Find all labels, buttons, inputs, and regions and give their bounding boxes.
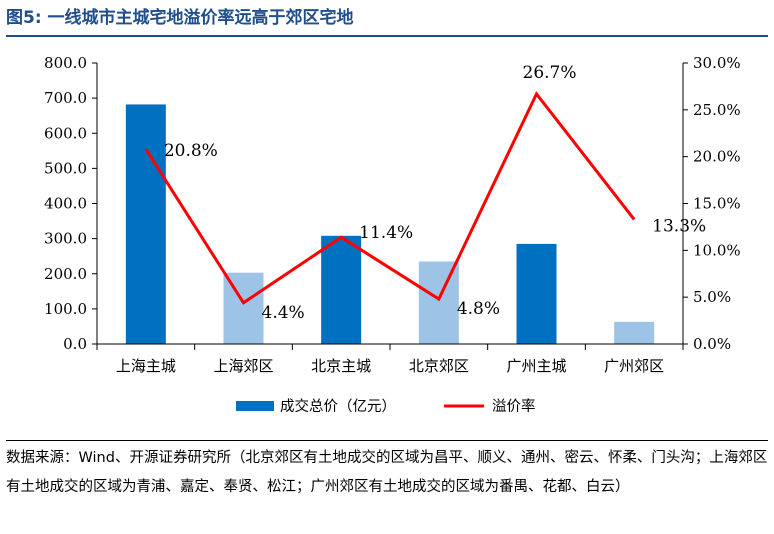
line-data-label: 11.4% — [359, 223, 413, 243]
left-tick-label: 100.0 — [44, 300, 87, 318]
left-tick-label: 600.0 — [44, 124, 87, 142]
chart-axes: 0.0 100.0 200.0 300.0 400.0 500.0 600.0 700.0 80… — [44, 54, 741, 375]
right-tick-label: 20.0% — [693, 148, 741, 166]
line-data-label: 4.8% — [457, 299, 500, 319]
left-tick-label: 500.0 — [44, 159, 87, 177]
right-tick-label: 0.0% — [693, 335, 731, 353]
line-series — [144, 91, 636, 305]
left-tick-label: 200.0 — [44, 265, 87, 283]
legend-line-label: 溢价率 — [492, 398, 536, 415]
source-rule — [6, 440, 768, 441]
right-tick-label: 5.0% — [693, 288, 731, 306]
line-data-label: 20.8% — [164, 141, 218, 161]
left-tick-label: 300.0 — [44, 230, 87, 248]
figure-title: 图5: 一线城市主城宅地溢价率远高于郊区宅地 — [6, 8, 354, 28]
bar-1 — [125, 104, 166, 344]
right-tick-label: 30.0% — [693, 54, 741, 72]
premium-rate-line — [144, 91, 636, 305]
source-note: 数据来源：Wind、开源证券研究所（北京郊区有土地成交的区域为昌平、顺义、通州、… — [6, 450, 768, 495]
right-tick-label: 10.0% — [693, 241, 741, 259]
left-tick-label: 0.0 — [63, 335, 87, 353]
right-tick-label: 25.0% — [693, 101, 741, 119]
combo-chart: 0.0 100.0 200.0 300.0 400.0 500.0 600.0 700.0 80… — [44, 54, 741, 415]
bar-6 — [614, 321, 655, 344]
bar-3 — [321, 235, 362, 344]
category-label: 北京主城 — [311, 357, 371, 375]
category-label: 北京郊区 — [409, 357, 469, 375]
legend-bar-swatch — [236, 401, 274, 411]
line-data-label: 4.4% — [262, 303, 305, 323]
category-label: 上海郊区 — [213, 357, 273, 375]
left-tick-label: 700.0 — [44, 89, 87, 107]
bar-5 — [516, 243, 557, 344]
right-tick-label: 15.0% — [693, 195, 741, 213]
category-label: 上海主城 — [116, 357, 176, 375]
title-rule — [6, 35, 768, 37]
legend-bar-label: 成交总价（亿元） — [280, 397, 396, 415]
line-data-label: 26.7% — [523, 63, 577, 83]
left-tick-label: 800.0 — [44, 54, 87, 72]
chart-legend: 成交总价（亿元） 溢价率 — [236, 397, 536, 415]
left-tick-label: 400.0 — [44, 195, 87, 213]
bar-4 — [418, 261, 459, 344]
category-label: 广州郊区 — [604, 357, 664, 375]
category-label: 广州主城 — [506, 357, 566, 375]
bar-series — [125, 104, 655, 344]
line-data-label: 13.3% — [652, 216, 706, 236]
data-labels: 20.8% 4.4% 11.4% 4.8% 26.7% 13.3% — [164, 63, 706, 323]
